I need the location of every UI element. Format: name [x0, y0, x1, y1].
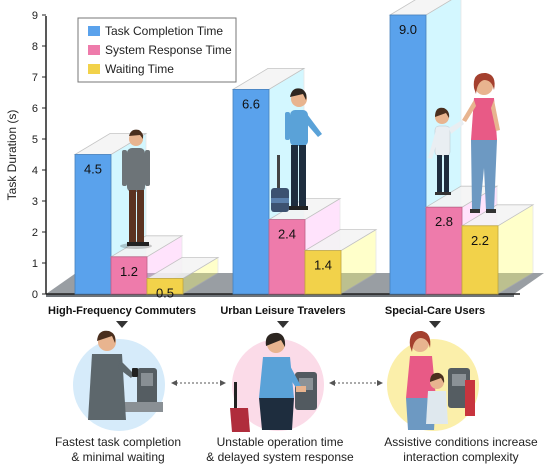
caption-1-line-1: Unstable operation time [217, 435, 344, 449]
y-tick-label: 0 [32, 289, 38, 301]
caption-0-line-2: & minimal waiting [71, 450, 164, 464]
category-label-0: High-Frequency Commuters [48, 305, 196, 317]
down-triangle-icon [277, 321, 289, 328]
bar-front [304, 250, 342, 295]
caption-2-line-1: Assistive conditions increase [384, 435, 538, 449]
y-tick-label: 8 [32, 41, 38, 53]
bar-value-label: 0.5 [156, 286, 174, 301]
down-triangle-icon [429, 321, 441, 328]
y-tick-label: 3 [32, 196, 38, 208]
category-label-1: Urban Leisure Travelers [220, 305, 345, 317]
category-label-2: Special-Care Users [385, 305, 485, 317]
y-tick-label: 9 [32, 10, 38, 22]
bar-value-label: 2.4 [278, 227, 296, 242]
bar-front [74, 154, 112, 295]
bar-value-label: 2.2 [471, 233, 489, 248]
legend-swatch-waiting [88, 64, 100, 74]
y-axis-label: Task Duration (s) [5, 110, 19, 201]
bar-front [146, 278, 184, 295]
y-tick-label: 6 [32, 103, 38, 115]
commuter-scene-icon [73, 330, 165, 431]
legend-label-waiting: Waiting Time [105, 62, 174, 76]
bar-front [268, 219, 306, 295]
family-scene-icon [387, 330, 479, 431]
caption-2-line-2: interaction complexity [403, 450, 518, 464]
bar: 2.2 [460, 204, 535, 295]
legend-label-response: System Response Time [105, 43, 232, 57]
commuter-person-icon [120, 129, 152, 249]
bar-front [389, 14, 427, 295]
bar-front [232, 89, 270, 295]
caption-0-line-1: Fastest task completion [55, 435, 181, 449]
legend-box [77, 17, 237, 83]
bar-value-label: 1.4 [314, 258, 332, 273]
down-triangle-icon [116, 321, 128, 328]
traveler-scene-icon [230, 332, 324, 432]
legend-swatch-response [88, 45, 100, 55]
bar-value-label: 2.8 [435, 214, 453, 229]
y-tick-label: 1 [32, 258, 38, 270]
bar-value-label: 6.6 [242, 96, 260, 111]
bar: 0.5 [145, 256, 220, 301]
legend-swatch-task [88, 26, 100, 36]
bar-value-label: 9.0 [399, 22, 417, 37]
bar-value-label: 4.5 [84, 162, 102, 177]
bar-front [461, 225, 499, 295]
caption-1-line-2: & delayed system response [206, 450, 354, 464]
y-tick-label: 7 [32, 72, 38, 84]
bar-value-label: 1.2 [120, 264, 138, 279]
traveler-with-suitcase-icon [271, 88, 322, 212]
legend: Task Completion Time System Response Tim… [77, 17, 237, 83]
y-tick-label: 2 [32, 227, 38, 239]
bar: 1.4 [303, 228, 378, 295]
y-tick-label: 5 [32, 134, 38, 146]
family-with-child-icon [428, 72, 500, 213]
legend-label-task: Task Completion Time [105, 24, 223, 38]
y-ticks: 0 1 2 3 4 5 6 7 8 9 [32, 10, 46, 301]
bar-front [110, 256, 148, 295]
y-tick-label: 4 [32, 165, 38, 177]
